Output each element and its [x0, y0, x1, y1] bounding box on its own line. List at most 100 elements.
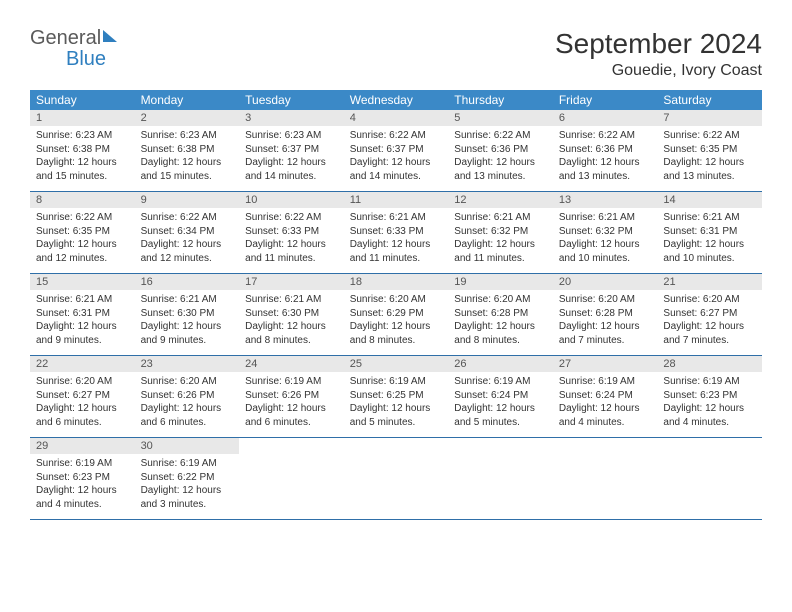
- day-number-empty: [344, 438, 449, 454]
- day-number: 1: [30, 110, 135, 126]
- day-number: 20: [553, 274, 658, 290]
- logo-triangle-icon: [103, 30, 117, 42]
- day-body: Sunrise: 6:19 AMSunset: 6:24 PMDaylight:…: [448, 372, 553, 437]
- day-cell: 28Sunrise: 6:19 AMSunset: 6:23 PMDayligh…: [657, 356, 762, 437]
- day-number: 3: [239, 110, 344, 126]
- day-number: 6: [553, 110, 658, 126]
- day-body: Sunrise: 6:21 AMSunset: 6:32 PMDaylight:…: [448, 208, 553, 273]
- logo-text-2: Blue: [66, 48, 106, 70]
- day-body: Sunrise: 6:22 AMSunset: 6:35 PMDaylight:…: [30, 208, 135, 273]
- weekday-mon: Monday: [135, 90, 240, 110]
- day-cell: 26Sunrise: 6:19 AMSunset: 6:24 PMDayligh…: [448, 356, 553, 437]
- day-number: 18: [344, 274, 449, 290]
- day-cell: 7Sunrise: 6:22 AMSunset: 6:35 PMDaylight…: [657, 110, 762, 191]
- day-number: 16: [135, 274, 240, 290]
- logo: General Blue: [30, 28, 117, 70]
- day-number: 15: [30, 274, 135, 290]
- title-block: September 2024 Gouedie, Ivory Coast: [555, 28, 762, 80]
- day-body: Sunrise: 6:19 AMSunset: 6:26 PMDaylight:…: [239, 372, 344, 437]
- day-number: 30: [135, 438, 240, 454]
- day-cell: 27Sunrise: 6:19 AMSunset: 6:24 PMDayligh…: [553, 356, 658, 437]
- day-body: Sunrise: 6:22 AMSunset: 6:36 PMDaylight:…: [448, 126, 553, 191]
- month-title: September 2024: [555, 28, 762, 60]
- day-body-empty: [657, 454, 762, 504]
- day-cell: 10Sunrise: 6:22 AMSunset: 6:33 PMDayligh…: [239, 192, 344, 273]
- day-body: Sunrise: 6:21 AMSunset: 6:32 PMDaylight:…: [553, 208, 658, 273]
- weekday-header: Sunday Monday Tuesday Wednesday Thursday…: [30, 90, 762, 110]
- location: Gouedie, Ivory Coast: [555, 62, 762, 80]
- day-number: 2: [135, 110, 240, 126]
- day-number: 19: [448, 274, 553, 290]
- day-number: 8: [30, 192, 135, 208]
- day-body: Sunrise: 6:21 AMSunset: 6:31 PMDaylight:…: [657, 208, 762, 273]
- day-body: Sunrise: 6:21 AMSunset: 6:33 PMDaylight:…: [344, 208, 449, 273]
- day-number: 28: [657, 356, 762, 372]
- day-number-empty: [553, 438, 658, 454]
- day-cell: 14Sunrise: 6:21 AMSunset: 6:31 PMDayligh…: [657, 192, 762, 273]
- day-cell: 22Sunrise: 6:20 AMSunset: 6:27 PMDayligh…: [30, 356, 135, 437]
- day-cell: 23Sunrise: 6:20 AMSunset: 6:26 PMDayligh…: [135, 356, 240, 437]
- day-cell: 19Sunrise: 6:20 AMSunset: 6:28 PMDayligh…: [448, 274, 553, 355]
- day-cell: 24Sunrise: 6:19 AMSunset: 6:26 PMDayligh…: [239, 356, 344, 437]
- weekday-fri: Friday: [553, 90, 658, 110]
- day-body: Sunrise: 6:19 AMSunset: 6:25 PMDaylight:…: [344, 372, 449, 437]
- day-number: 17: [239, 274, 344, 290]
- day-body: Sunrise: 6:21 AMSunset: 6:30 PMDaylight:…: [239, 290, 344, 355]
- day-cell: 21Sunrise: 6:20 AMSunset: 6:27 PMDayligh…: [657, 274, 762, 355]
- weekday-wed: Wednesday: [344, 90, 449, 110]
- day-cell: 9Sunrise: 6:22 AMSunset: 6:34 PMDaylight…: [135, 192, 240, 273]
- day-number: 29: [30, 438, 135, 454]
- week-row: 1Sunrise: 6:23 AMSunset: 6:38 PMDaylight…: [30, 110, 762, 192]
- day-number: 12: [448, 192, 553, 208]
- day-cell: 2Sunrise: 6:23 AMSunset: 6:38 PMDaylight…: [135, 110, 240, 191]
- day-cell: 18Sunrise: 6:20 AMSunset: 6:29 PMDayligh…: [344, 274, 449, 355]
- day-body: Sunrise: 6:21 AMSunset: 6:30 PMDaylight:…: [135, 290, 240, 355]
- day-cell: 11Sunrise: 6:21 AMSunset: 6:33 PMDayligh…: [344, 192, 449, 273]
- day-number-empty: [657, 438, 762, 454]
- day-body: Sunrise: 6:22 AMSunset: 6:37 PMDaylight:…: [344, 126, 449, 191]
- day-number: 5: [448, 110, 553, 126]
- day-number: 7: [657, 110, 762, 126]
- day-number: 11: [344, 192, 449, 208]
- day-cell: 12Sunrise: 6:21 AMSunset: 6:32 PMDayligh…: [448, 192, 553, 273]
- day-number-empty: [239, 438, 344, 454]
- day-cell: [553, 438, 658, 519]
- day-body: Sunrise: 6:19 AMSunset: 6:24 PMDaylight:…: [553, 372, 658, 437]
- week-row: 8Sunrise: 6:22 AMSunset: 6:35 PMDaylight…: [30, 192, 762, 274]
- day-body: Sunrise: 6:22 AMSunset: 6:36 PMDaylight:…: [553, 126, 658, 191]
- day-body: Sunrise: 6:20 AMSunset: 6:27 PMDaylight:…: [30, 372, 135, 437]
- week-row: 15Sunrise: 6:21 AMSunset: 6:31 PMDayligh…: [30, 274, 762, 356]
- day-number: 22: [30, 356, 135, 372]
- day-number: 25: [344, 356, 449, 372]
- day-cell: [657, 438, 762, 519]
- logo-text-1: General: [30, 27, 101, 49]
- day-body: Sunrise: 6:20 AMSunset: 6:27 PMDaylight:…: [657, 290, 762, 355]
- week-row: 22Sunrise: 6:20 AMSunset: 6:27 PMDayligh…: [30, 356, 762, 438]
- day-body: Sunrise: 6:19 AMSunset: 6:22 PMDaylight:…: [135, 454, 240, 519]
- day-body: Sunrise: 6:22 AMSunset: 6:35 PMDaylight:…: [657, 126, 762, 191]
- day-cell: 4Sunrise: 6:22 AMSunset: 6:37 PMDaylight…: [344, 110, 449, 191]
- day-body: Sunrise: 6:19 AMSunset: 6:23 PMDaylight:…: [657, 372, 762, 437]
- day-body-empty: [553, 454, 658, 504]
- day-cell: 1Sunrise: 6:23 AMSunset: 6:38 PMDaylight…: [30, 110, 135, 191]
- day-cell: 15Sunrise: 6:21 AMSunset: 6:31 PMDayligh…: [30, 274, 135, 355]
- day-body-empty: [448, 454, 553, 504]
- day-body: Sunrise: 6:22 AMSunset: 6:33 PMDaylight:…: [239, 208, 344, 273]
- day-body: Sunrise: 6:23 AMSunset: 6:38 PMDaylight:…: [135, 126, 240, 191]
- day-cell: 16Sunrise: 6:21 AMSunset: 6:30 PMDayligh…: [135, 274, 240, 355]
- day-cell: [239, 438, 344, 519]
- day-body: Sunrise: 6:22 AMSunset: 6:34 PMDaylight:…: [135, 208, 240, 273]
- day-body-empty: [344, 454, 449, 504]
- day-cell: 13Sunrise: 6:21 AMSunset: 6:32 PMDayligh…: [553, 192, 658, 273]
- week-row: 29Sunrise: 6:19 AMSunset: 6:23 PMDayligh…: [30, 438, 762, 520]
- day-cell: 6Sunrise: 6:22 AMSunset: 6:36 PMDaylight…: [553, 110, 658, 191]
- day-number: 10: [239, 192, 344, 208]
- day-number: 13: [553, 192, 658, 208]
- day-cell: 17Sunrise: 6:21 AMSunset: 6:30 PMDayligh…: [239, 274, 344, 355]
- day-cell: [448, 438, 553, 519]
- day-number-empty: [448, 438, 553, 454]
- weekday-sun: Sunday: [30, 90, 135, 110]
- day-cell: 5Sunrise: 6:22 AMSunset: 6:36 PMDaylight…: [448, 110, 553, 191]
- day-cell: 3Sunrise: 6:23 AMSunset: 6:37 PMDaylight…: [239, 110, 344, 191]
- day-cell: 8Sunrise: 6:22 AMSunset: 6:35 PMDaylight…: [30, 192, 135, 273]
